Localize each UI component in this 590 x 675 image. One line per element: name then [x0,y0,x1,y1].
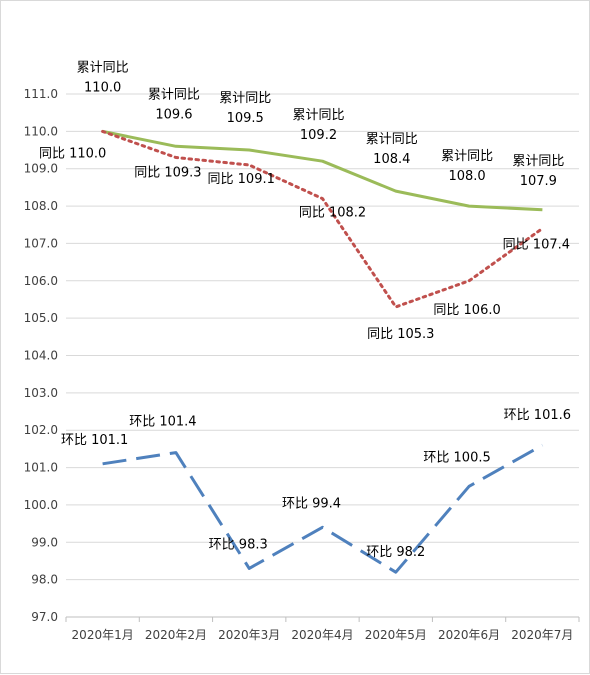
x-tick-label: 2020年1月 [72,628,134,642]
y-tick-label: 100.0 [24,498,58,512]
y-tick-label: 98.0 [31,573,58,587]
y-tick-label: 97.0 [31,610,58,624]
data-label-yoy: 同比 110.0 [39,146,106,161]
data-label-yoy: 同比 109.1 [208,172,275,187]
y-tick-label: 102.0 [24,423,58,437]
grid-layer [66,93,579,618]
x-tick-label: 2020年6月 [438,628,500,642]
data-label-mom: 环比 98.3 [209,537,268,552]
x-tick-label: 2020年4月 [291,628,353,642]
x-tick-label: 2020年5月 [365,628,427,642]
y-tick-label: 111.0 [24,87,58,101]
x-tick-label: 2020年3月 [218,628,280,642]
series-line-mom [102,443,544,574]
series-layer [101,129,544,574]
x-tick-label: 2020年7月 [511,628,573,642]
y-tick-label: 101.0 [24,461,58,475]
data-label-mom: 环比 101.6 [504,408,571,423]
data-label-cumulative: 累计同比 107.9 [512,154,564,189]
y-tick-label: 105.0 [24,311,58,325]
label-layer: 累计同比 110.0 累计同比 109.6 累计同比 109.5 累计同比 109.2 累计同比… [39,60,571,560]
data-label-yoy: 同比 109.3 [134,166,201,181]
y-tick-label: 104.0 [24,349,58,363]
data-label-yoy: 同比 106.0 [433,303,500,318]
data-label-mom: 环比 98.2 [366,545,425,560]
data-label-mom: 环比 100.5 [423,450,490,465]
y-tick-label: 107.0 [24,236,58,250]
data-label-mom: 环比 101.4 [129,415,196,430]
data-label-mom: 环比 99.4 [282,496,341,511]
data-label-yoy: 同比 108.2 [299,206,366,221]
y-tick-label: 110.0 [24,124,58,138]
data-label-yoy: 同比 107.4 [503,237,570,252]
data-label-yoy: 同比 105.3 [367,327,434,342]
y-tick-label: 108.0 [24,199,58,213]
series-line-cumulative [102,129,543,212]
data-label-cumulative: 累计同比 109.5 [219,91,271,126]
x-tick-label: 2020年2月 [145,628,207,642]
data-label-cumulative: 累计同比 110.0 [77,60,129,95]
data-label-cumulative: 累计同比 108.4 [366,132,418,167]
data-label-cumulative: 累计同比 108.0 [441,149,493,184]
data-label-cumulative: 累计同比 109.2 [292,108,344,143]
data-label-cumulative: 累计同比 109.6 [148,87,200,122]
series-line-yoy [101,129,544,309]
axis-layer: 97.0 98.0 99.0 100.0 101.0 102.0 103.0 104.0 105… [24,87,580,642]
y-tick-label: 109.0 [24,162,58,176]
y-tick-label: 99.0 [31,535,58,549]
y-tick-label: 106.0 [24,274,58,288]
y-tick-label: 103.0 [24,386,58,400]
data-label-mom: 环比 101.1 [61,433,128,448]
